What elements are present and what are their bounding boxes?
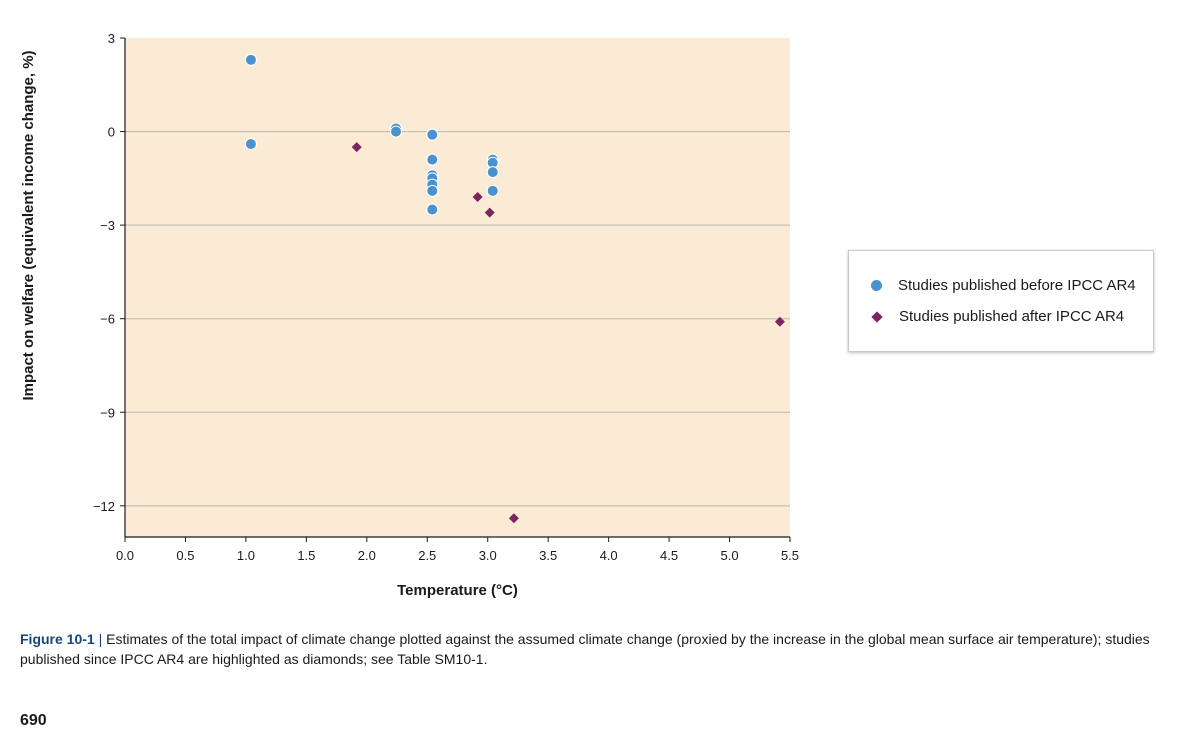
figure-label: Figure 10-1: [20, 631, 95, 647]
legend-item-after-ar4: Studies published after IPCC AR4: [871, 308, 1124, 325]
x-tick-label: 5.5: [781, 548, 799, 563]
legend-item-before-ar4: Studies published before IPCC AR4: [871, 277, 1136, 294]
legend-label-before-ar4: Studies published before IPCC AR4: [898, 277, 1136, 294]
x-tick-label: 3.0: [479, 548, 497, 563]
y-tick-label: 0: [108, 125, 115, 140]
data-points: [244, 53, 785, 524]
chart-legend: Studies published before IPCC AR4 Studie…: [848, 250, 1154, 352]
data-point-before-ar4: [486, 184, 499, 197]
data-point-after-ar4: [774, 316, 785, 327]
y-tick-label: −9: [100, 405, 115, 420]
figure-caption: Figure 10-1 | Estimates of the total imp…: [20, 629, 1180, 669]
x-tick-label: 4.5: [660, 548, 678, 563]
scatter-chart: 3 0 −3 −6 −9 −12 0.0 0.5 1.0 1.5 2.0 2.5 3.0 3.5 4.0 4.…: [20, 31, 799, 599]
plot-area: [125, 38, 790, 537]
x-tick-label: 2.0: [358, 548, 376, 563]
data-point-before-ar4: [486, 166, 499, 179]
x-tick-label: 2.5: [418, 548, 436, 563]
x-tick-label: 4.0: [600, 548, 618, 563]
data-point-before-ar4: [244, 138, 257, 151]
legend-label-after-ar4: Studies published after IPCC AR4: [899, 308, 1125, 325]
x-tick-label: 0.0: [116, 548, 134, 563]
data-point-after-ar4: [508, 513, 519, 524]
axes: [120, 37, 791, 542]
data-point-before-ar4: [390, 125, 402, 138]
data-point-before-ar4: [426, 128, 439, 141]
gridlines: [125, 131, 790, 507]
x-tick-label: 1.5: [297, 548, 315, 563]
data-point-after-ar4: [472, 192, 483, 203]
x-tick-label: 3.5: [539, 548, 557, 563]
x-tick-label: 5.0: [721, 548, 739, 563]
data-point-before-ar4: [426, 153, 439, 166]
diamond-marker-icon: [871, 310, 883, 323]
x-tick-label: 1.0: [237, 548, 255, 563]
caption-text: Estimates of the total impact of climate…: [20, 631, 1150, 667]
data-point-before-ar4: [244, 53, 257, 66]
page-number: 690: [20, 712, 47, 729]
y-axis-label: Impact on welfare (equivalent income cha…: [20, 50, 37, 400]
data-point-after-ar4: [484, 207, 495, 218]
y-tick-label: −6: [100, 312, 115, 327]
data-point-before-ar4: [426, 203, 439, 216]
y-tick-label: −12: [93, 499, 115, 514]
y-tick-label: −3: [100, 218, 115, 233]
circle-marker-icon: [871, 280, 882, 291]
y-tick-label: 3: [108, 31, 115, 46]
data-point-before-ar4: [426, 184, 439, 197]
caption-separator: |: [94, 631, 107, 647]
data-point-after-ar4: [351, 142, 362, 153]
x-axis-label: Temperature (°C): [397, 582, 518, 599]
tick-labels: 3 0 −3 −6 −9 −12 0.0 0.5 1.0 1.5 2.0 2.5 3.0 3.5 4.0 4.…: [93, 31, 799, 563]
x-tick-label: 0.5: [176, 548, 194, 563]
